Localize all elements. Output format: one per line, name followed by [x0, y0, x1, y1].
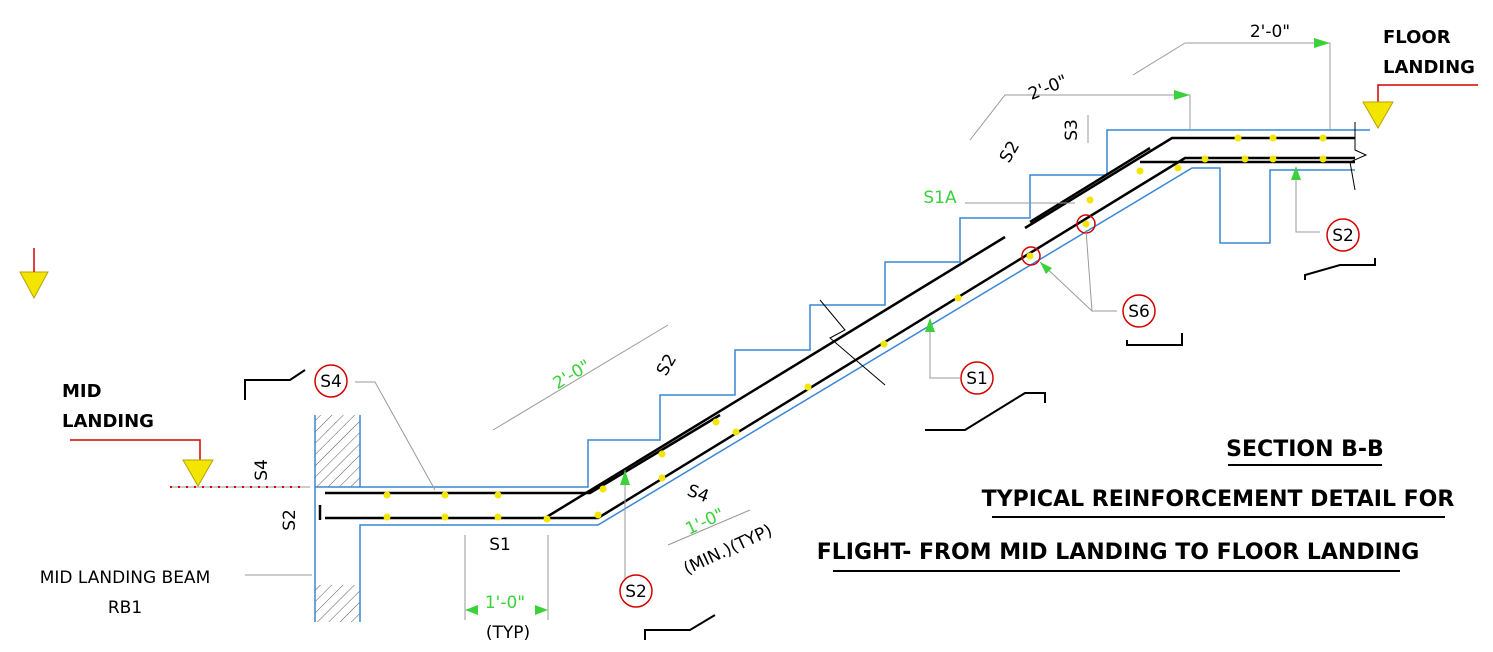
level-mark [183, 460, 213, 486]
beam-hatch [315, 415, 360, 487]
dimension: 2'-0" [550, 356, 595, 394]
beam-hatch [315, 585, 360, 622]
break-line [1350, 122, 1366, 190]
level-mark [20, 272, 48, 298]
stair-outline [315, 130, 1370, 487]
bar-tag-text: S2 [1332, 226, 1354, 246]
beam-label: MID LANDING BEAM [40, 568, 210, 588]
dimension: 2'-0" [1026, 71, 1071, 105]
bar-tag-text: S6 [1128, 302, 1150, 322]
rebar [1030, 148, 1150, 222]
beam-label: RB1 [108, 598, 142, 618]
dimension: 1'-0" [485, 593, 525, 613]
bar-label: S4 [684, 481, 711, 507]
bar-tag: S4 [315, 365, 347, 397]
level-line [70, 440, 200, 462]
level-mark [1363, 102, 1393, 128]
level-line [1378, 85, 1478, 102]
bar-tag-text: S1 [966, 369, 988, 389]
bar-label: S2 [996, 138, 1024, 167]
section-subtitle: TYPICAL REINFORCEMENT DETAIL FOR [982, 487, 1455, 512]
section-subtitle: FLIGHT- FROM MID LANDING TO FLOOR LANDIN… [817, 540, 1420, 565]
bar-tag: S2 [620, 575, 652, 607]
section-heading: SECTION B-B [1226, 437, 1384, 462]
bar-tag-text: S2 [625, 582, 647, 602]
bar-label: S2 [653, 351, 681, 380]
bar-tag: S2 [1327, 219, 1359, 251]
drawing: SECTION B-B TYPICAL REINFORCEMENT DETAIL… [0, 0, 1493, 652]
rebar [1025, 138, 1355, 228]
bar-tag-text: S4 [320, 372, 342, 392]
bar-label: S3 [1062, 119, 1082, 141]
level-label: LANDING [62, 411, 154, 432]
dimension: (TYP) [486, 623, 530, 643]
dimension: 1'-0" [683, 504, 728, 539]
bar-tag: S1 [961, 362, 993, 394]
bar-label: S1A [923, 188, 957, 208]
level-label: LANDING [1383, 57, 1475, 78]
bar-label: S1 [489, 535, 511, 555]
bar-label: S2 [280, 509, 300, 531]
bar-tag: S6 [1123, 295, 1155, 327]
level-label: MID [62, 381, 102, 402]
level-label: FLOOR [1383, 27, 1451, 48]
arrowheads [465, 38, 1330, 615]
dimension: 2'-0" [1250, 22, 1290, 42]
bar-label: S4 [252, 459, 272, 481]
